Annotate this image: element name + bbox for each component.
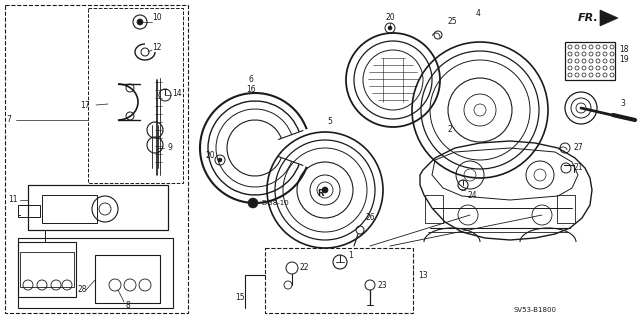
Circle shape — [248, 198, 258, 208]
Text: B-38-10: B-38-10 — [261, 200, 289, 206]
Bar — [28, 185, 168, 230]
Polygon shape — [600, 10, 618, 26]
Text: 14: 14 — [172, 88, 182, 98]
Text: 24: 24 — [468, 190, 477, 199]
Text: 23: 23 — [378, 280, 388, 290]
Text: 11: 11 — [8, 196, 17, 204]
Text: SV53-B1800: SV53-B1800 — [513, 307, 557, 313]
Text: 13: 13 — [418, 271, 428, 279]
Text: 8: 8 — [125, 300, 130, 309]
Bar — [18, 238, 173, 308]
Text: 5: 5 — [328, 117, 332, 127]
Text: 20: 20 — [385, 13, 395, 23]
Text: 16: 16 — [246, 85, 256, 94]
Text: 9: 9 — [168, 144, 173, 152]
Text: 17: 17 — [80, 100, 90, 109]
Text: 28: 28 — [78, 286, 88, 294]
Text: 27: 27 — [573, 144, 582, 152]
Bar — [425, 195, 443, 223]
Bar — [5, 5, 188, 313]
Text: R: R — [317, 189, 323, 197]
Bar — [265, 248, 413, 313]
Text: 10: 10 — [152, 13, 162, 23]
Bar — [565, 42, 615, 80]
Text: 18: 18 — [619, 46, 628, 55]
Text: 3: 3 — [620, 99, 625, 108]
Text: 26: 26 — [365, 213, 374, 222]
Circle shape — [388, 26, 392, 30]
Text: 21: 21 — [573, 164, 582, 173]
Text: FR.: FR. — [578, 13, 599, 23]
Text: 6: 6 — [248, 76, 253, 85]
Bar — [20, 252, 74, 287]
Circle shape — [322, 187, 328, 193]
Text: 15: 15 — [235, 293, 244, 302]
Bar — [557, 195, 575, 223]
Text: 19: 19 — [619, 56, 628, 64]
Circle shape — [137, 19, 143, 25]
Text: 1: 1 — [348, 250, 353, 259]
Bar — [42, 195, 97, 223]
Bar — [18, 242, 76, 297]
Text: 7: 7 — [6, 115, 11, 124]
Text: 20: 20 — [205, 151, 215, 160]
Text: 25: 25 — [448, 18, 458, 26]
Bar — [95, 255, 160, 303]
Bar — [88, 8, 183, 183]
Text: 12: 12 — [152, 43, 161, 53]
Bar — [18, 205, 40, 217]
Text: 22: 22 — [300, 263, 310, 272]
Text: 4: 4 — [476, 10, 481, 19]
Circle shape — [218, 158, 222, 162]
Text: 2: 2 — [448, 125, 452, 135]
